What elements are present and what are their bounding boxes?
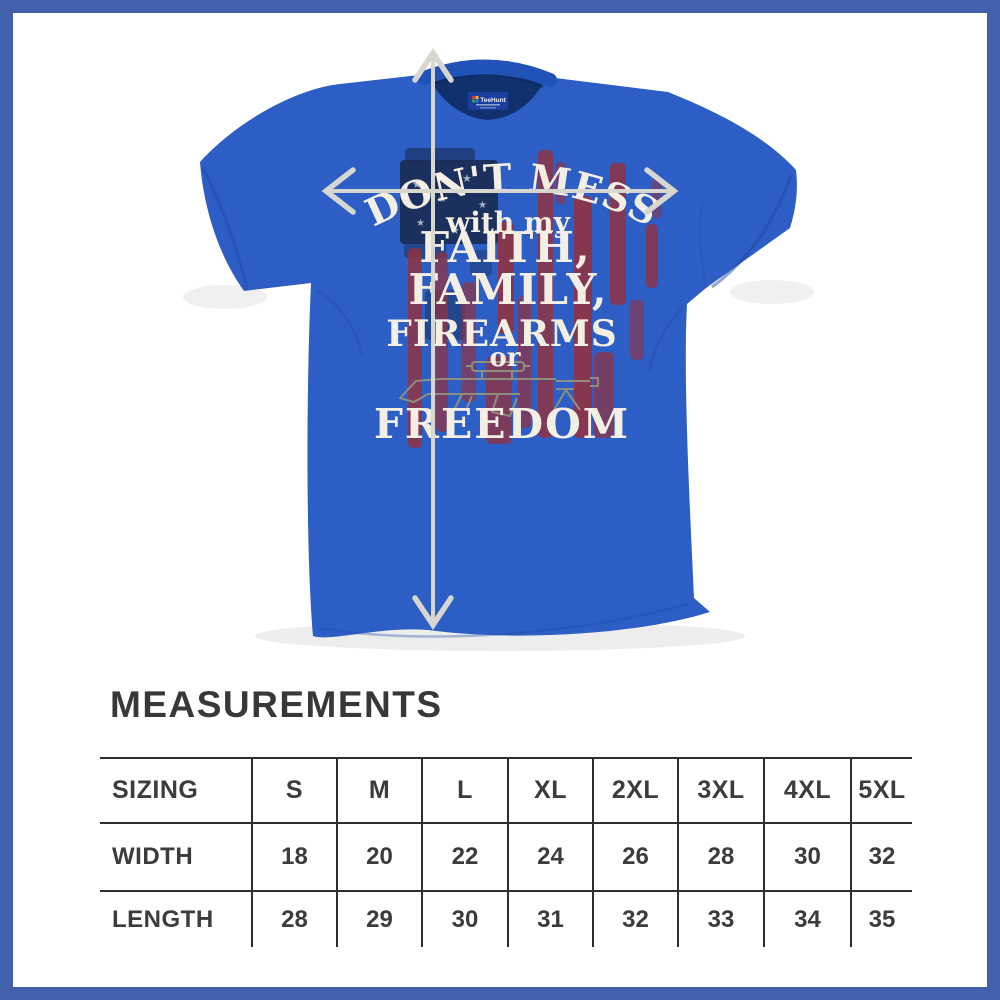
size-chart-header-sizing: SIZING bbox=[100, 757, 252, 824]
width-value-2xl: 26 bbox=[592, 823, 678, 892]
svg-text:★: ★ bbox=[438, 194, 447, 205]
width-value-4xl: 30 bbox=[763, 823, 851, 892]
brand-tag-label: TeeHunt bbox=[480, 97, 506, 104]
width-value-l: 22 bbox=[421, 823, 508, 892]
brand-tag: TeeHunt bbox=[468, 92, 508, 110]
width-value-5xl: 32 bbox=[850, 823, 912, 892]
svg-text:★: ★ bbox=[462, 172, 472, 185]
tag-logo-red-dot bbox=[472, 96, 475, 99]
tag-logo-green-dot bbox=[472, 99, 475, 103]
size-chart-header-3xl: 3XL bbox=[677, 757, 764, 824]
measurements-title: MEASUREMENTS bbox=[110, 684, 443, 725]
length-arrow bbox=[412, 48, 454, 630]
rifle-icon bbox=[399, 361, 599, 417]
length-value-m: 29 bbox=[336, 891, 422, 947]
tag-logo-yellow-dot bbox=[475, 96, 479, 99]
size-chart-header-xl: XL bbox=[507, 757, 593, 824]
flag-stripes bbox=[408, 150, 662, 448]
size-chart-header-l: L bbox=[421, 757, 508, 824]
width-value-3xl: 28 bbox=[677, 823, 764, 892]
length-value-3xl: 33 bbox=[677, 891, 764, 947]
shirt-text-freedom: FREEDOM bbox=[374, 400, 630, 448]
size-chart-header-s: S bbox=[251, 757, 337, 824]
size-chart-length-row: LENGTH 28 29 30 31 32 33 34 35 bbox=[100, 891, 912, 947]
length-value-2xl: 32 bbox=[592, 891, 678, 947]
size-chart-header-2xl: 2XL bbox=[592, 757, 678, 824]
width-row-label: WIDTH bbox=[100, 823, 252, 892]
width-value-m: 20 bbox=[336, 823, 422, 892]
t-shirt-product-photo: TeeHunt ★ ★ ★ ★ ★ ★ bbox=[183, 48, 814, 651]
size-chart-header-4xl: 4XL bbox=[763, 757, 851, 824]
length-value-s: 28 bbox=[251, 891, 337, 947]
shirt-text-with-my: with my bbox=[445, 206, 570, 239]
svg-text:★: ★ bbox=[412, 178, 422, 191]
size-chart-table: SIZING S M L XL 2XL 3XL 4XL 5XL WIDTH 18… bbox=[100, 757, 912, 947]
size-chart-header-row: SIZING S M L XL 2XL 3XL 4XL 5XL bbox=[100, 757, 912, 824]
shirt-text-faith: FAITH, bbox=[419, 223, 590, 272]
shirt-text-or: or bbox=[489, 343, 520, 373]
shirt-text-family: FAMILY, bbox=[408, 265, 607, 314]
width-value-xl: 24 bbox=[507, 823, 593, 892]
shirt-text-firearms: FIREARMS bbox=[386, 313, 617, 355]
length-value-4xl: 34 bbox=[763, 891, 851, 947]
width-arrow bbox=[321, 167, 679, 215]
tag-logo-blue-dot bbox=[475, 99, 479, 103]
size-chart-header-m: M bbox=[336, 757, 422, 824]
svg-text:★: ★ bbox=[416, 218, 425, 229]
size-chart-header-5xl: 5XL bbox=[850, 757, 912, 824]
length-row-label: LENGTH bbox=[112, 905, 214, 933]
length-value-xl: 31 bbox=[507, 891, 593, 947]
flag-stars: ★ ★ ★ ★ ★ ★ bbox=[412, 172, 487, 237]
length-value-l: 30 bbox=[421, 891, 508, 947]
length-value-5xl: 35 bbox=[850, 891, 912, 947]
size-chart-width-row: WIDTH 18 20 22 24 26 28 30 32 bbox=[100, 823, 912, 892]
width-value-s: 18 bbox=[251, 823, 337, 892]
svg-text:★: ★ bbox=[450, 224, 460, 237]
svg-text:★: ★ bbox=[478, 200, 487, 211]
fabric-folds bbox=[201, 167, 793, 638]
